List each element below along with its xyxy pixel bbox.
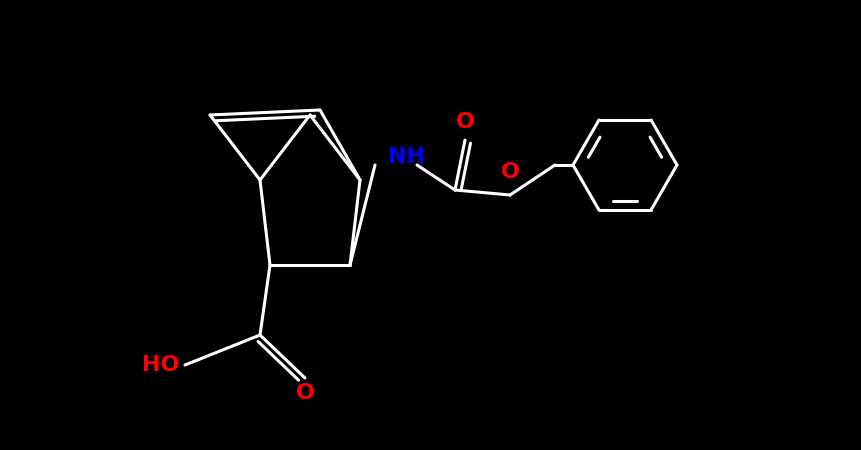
Text: HO: HO: [142, 355, 180, 375]
Text: O: O: [455, 112, 474, 132]
Text: O: O: [295, 383, 314, 403]
Text: O: O: [500, 162, 519, 182]
Text: NH: NH: [387, 147, 424, 167]
